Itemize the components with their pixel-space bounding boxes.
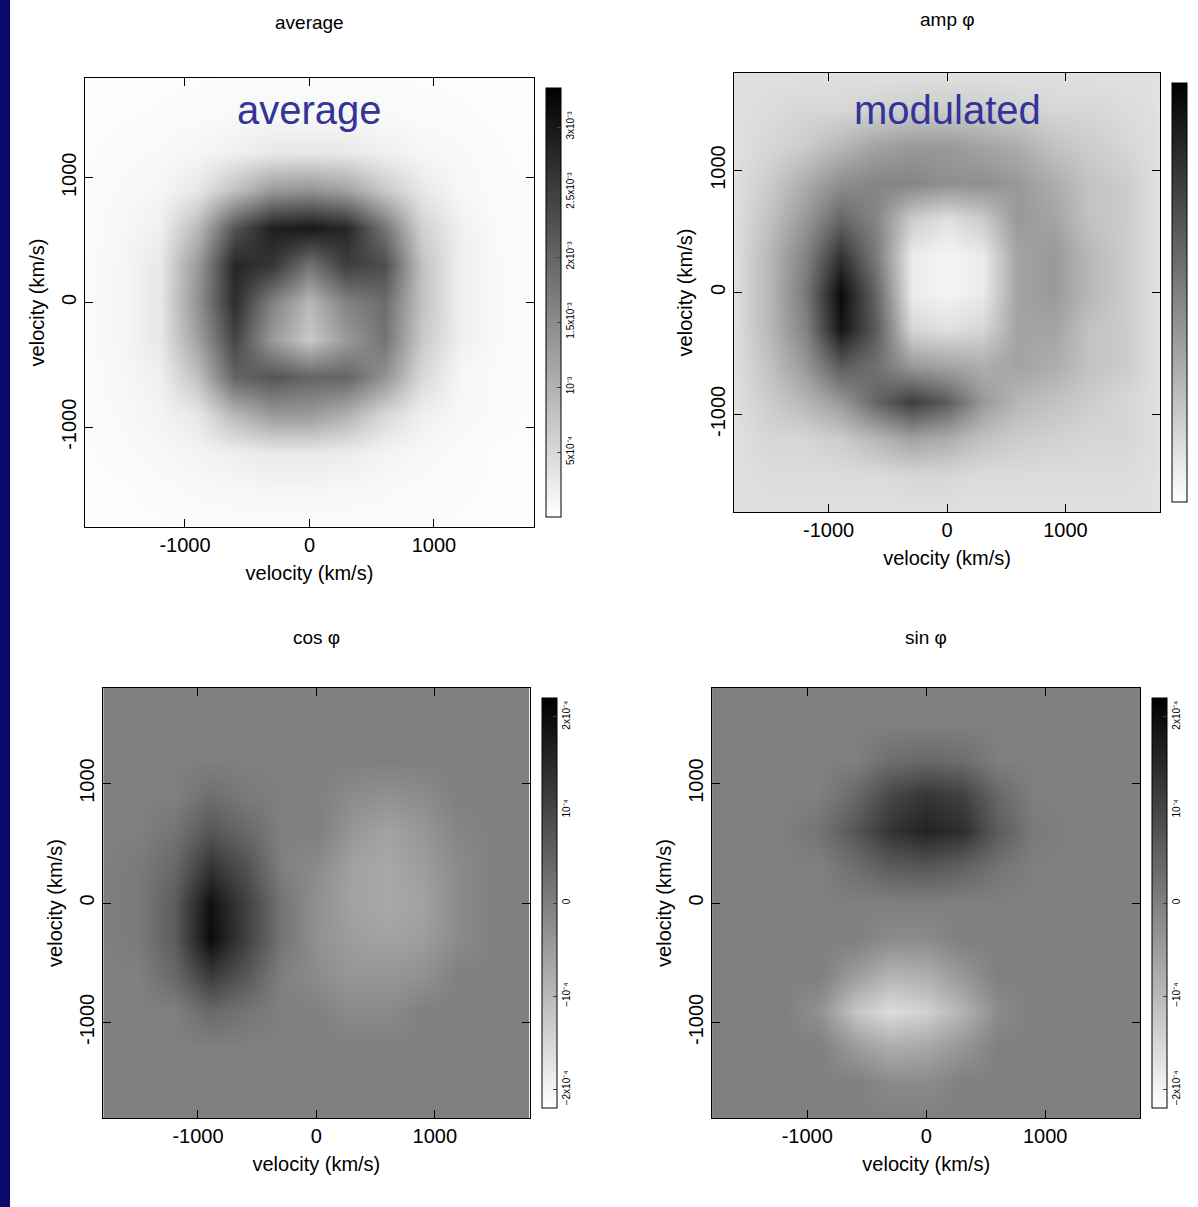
svg-text:1000: 1000 — [76, 758, 98, 803]
svg-text:10⁻⁴: 10⁻⁴ — [1171, 799, 1182, 817]
svg-text:sin φ: sin φ — [905, 627, 947, 648]
svg-text:1000: 1000 — [412, 534, 457, 556]
svg-text:velocity (km/s): velocity (km/s) — [26, 239, 48, 367]
svg-text:1.5x10⁻³: 1.5x10⁻³ — [565, 302, 576, 339]
svg-text:10⁻³: 10⁻³ — [565, 376, 576, 394]
svg-text:10⁻⁴: 10⁻⁴ — [561, 799, 572, 817]
svg-text:0: 0 — [58, 294, 80, 305]
svg-text:0: 0 — [685, 894, 707, 905]
svg-text:velocity (km/s): velocity (km/s) — [246, 562, 374, 584]
svg-text:velocity (km/s): velocity (km/s) — [44, 839, 66, 967]
svg-text:1000: 1000 — [1023, 1125, 1068, 1147]
svg-text:-1000: -1000 — [159, 534, 210, 556]
svg-text:0: 0 — [304, 534, 315, 556]
svg-text:−10⁻⁴: −10⁻⁴ — [561, 983, 572, 1007]
svg-text:-1000: -1000 — [782, 1125, 833, 1147]
svg-text:-1000: -1000 — [172, 1125, 223, 1147]
svg-text:average: average — [237, 88, 382, 132]
svg-text:2.5x10⁻³: 2.5x10⁻³ — [565, 172, 576, 209]
svg-text:modulated: modulated — [854, 88, 1041, 132]
svg-text:velocity (km/s): velocity (km/s) — [862, 1153, 990, 1175]
svg-text:2x10⁻⁴: 2x10⁻⁴ — [1171, 701, 1182, 730]
svg-text:amp φ: amp φ — [920, 9, 975, 30]
svg-text:−2x10⁻⁴: −2x10⁻⁴ — [561, 1070, 572, 1105]
svg-text:−2x10⁻⁴: −2x10⁻⁴ — [1171, 1070, 1182, 1105]
svg-text:average: average — [275, 12, 344, 33]
svg-text:1000: 1000 — [707, 145, 729, 190]
svg-text:0: 0 — [707, 284, 729, 295]
svg-text:velocity (km/s): velocity (km/s) — [653, 839, 675, 967]
svg-text:1000: 1000 — [1043, 519, 1088, 541]
svg-text:velocity (km/s): velocity (km/s) — [883, 547, 1011, 569]
svg-text:-1000: -1000 — [76, 994, 98, 1045]
svg-text:velocity (km/s): velocity (km/s) — [253, 1153, 381, 1175]
svg-text:0: 0 — [311, 1125, 322, 1147]
svg-text:1000: 1000 — [685, 758, 707, 803]
svg-text:1000: 1000 — [413, 1125, 458, 1147]
svg-text:2x10⁻³: 2x10⁻³ — [565, 241, 576, 270]
svg-text:0: 0 — [76, 894, 98, 905]
svg-text:-1000: -1000 — [803, 519, 854, 541]
svg-text:−10⁻⁴: −10⁻⁴ — [1171, 983, 1182, 1007]
svg-text:0: 0 — [941, 519, 952, 541]
svg-text:3x10⁻³: 3x10⁻³ — [565, 111, 576, 140]
svg-text:5x10⁻⁴: 5x10⁻⁴ — [565, 436, 576, 465]
svg-text:0: 0 — [1171, 898, 1182, 904]
svg-text:cos φ: cos φ — [293, 627, 340, 648]
svg-text:-1000: -1000 — [58, 399, 80, 450]
svg-text:-1000: -1000 — [685, 994, 707, 1045]
svg-text:0: 0 — [921, 1125, 932, 1147]
svg-text:1000: 1000 — [58, 153, 80, 198]
svg-text:-1000: -1000 — [707, 386, 729, 437]
svg-text:velocity (km/s): velocity (km/s) — [674, 229, 696, 357]
svg-text:2x10⁻⁴: 2x10⁻⁴ — [561, 701, 572, 730]
svg-text:0: 0 — [561, 898, 572, 904]
